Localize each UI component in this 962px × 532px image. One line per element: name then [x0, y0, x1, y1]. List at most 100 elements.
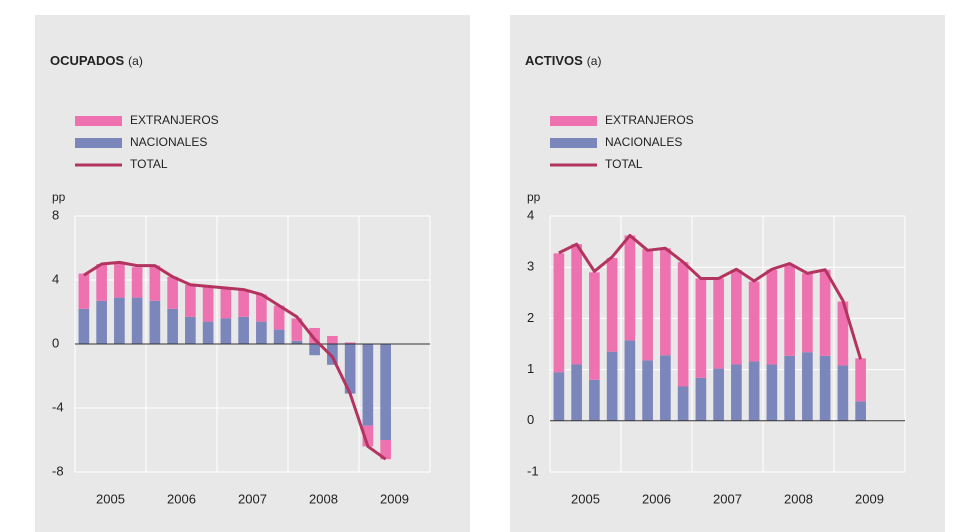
y-tick-label: -4	[52, 399, 64, 414]
y-tick-label: 0	[52, 335, 59, 350]
bar	[78, 308, 90, 344]
bar	[273, 329, 285, 344]
bar	[344, 342, 356, 344]
y-tick-label: 1	[527, 361, 534, 376]
bar	[713, 278, 724, 369]
bar	[185, 284, 196, 317]
panel	[35, 15, 470, 532]
bar	[131, 267, 143, 298]
bar	[802, 273, 813, 353]
bar	[660, 248, 671, 356]
bar	[748, 361, 760, 421]
y-tick-label: 2	[527, 310, 534, 325]
bar	[202, 321, 214, 344]
bar	[855, 358, 866, 402]
bar	[837, 301, 849, 366]
bar	[642, 249, 653, 361]
bar	[114, 262, 125, 298]
bar	[96, 300, 107, 344]
legend-label: NACIONALES	[130, 135, 207, 149]
bar	[149, 300, 161, 344]
bar	[238, 289, 249, 317]
bar	[167, 308, 178, 344]
x-tick-label: 2007	[713, 491, 742, 506]
bar	[309, 328, 320, 344]
bar	[837, 365, 849, 421]
legend-label: EXTRANJEROS	[605, 113, 694, 127]
x-tick-label: 2008	[309, 491, 338, 506]
bar	[327, 344, 338, 365]
bar	[695, 377, 707, 421]
bar	[766, 364, 778, 421]
bar	[589, 379, 600, 421]
bar	[784, 264, 795, 356]
bar	[291, 318, 303, 341]
legend-swatch	[75, 138, 122, 148]
bar	[96, 264, 107, 301]
bar	[202, 286, 214, 322]
bar	[624, 340, 636, 421]
bar	[677, 262, 689, 387]
chart-title: OCUPADOS (a)	[50, 53, 143, 68]
bar	[256, 294, 267, 322]
bar	[149, 265, 161, 301]
x-tick-label: 2005	[571, 491, 600, 506]
y-tick-label: 8	[52, 207, 59, 222]
bar	[571, 244, 582, 365]
line	[558, 233, 863, 360]
bar	[802, 352, 813, 421]
legend-label: TOTAL	[130, 157, 168, 171]
x-tick-label: 2007	[238, 491, 267, 506]
y-unit: pp	[52, 190, 66, 204]
bar	[380, 440, 391, 460]
bar	[553, 253, 565, 373]
legend-label: NACIONALES	[605, 135, 682, 149]
bar	[327, 336, 338, 344]
bar	[220, 288, 232, 319]
bar	[362, 425, 374, 447]
bar	[784, 355, 795, 421]
bar	[642, 360, 653, 421]
chart-subtitle: (a)	[128, 54, 143, 68]
bar	[766, 269, 778, 365]
bar	[606, 257, 618, 352]
legend-swatch	[75, 116, 122, 126]
x-tick-label: 2006	[642, 491, 671, 506]
chart-title: ACTIVOS (a)	[525, 53, 601, 68]
bar	[167, 276, 178, 309]
line	[83, 260, 387, 461]
y-tick-label: 4	[52, 271, 59, 286]
chart-title-main: ACTIVOS	[525, 53, 583, 68]
bar	[553, 372, 565, 421]
bar	[344, 344, 356, 394]
bar	[855, 401, 866, 421]
legend-swatch	[550, 138, 597, 148]
bar	[695, 278, 707, 378]
bar	[624, 235, 636, 341]
bar	[291, 340, 303, 344]
legend-label: TOTAL	[605, 157, 643, 171]
legend-swatch	[550, 116, 597, 126]
bar	[78, 273, 90, 309]
x-tick-label: 2009	[855, 491, 884, 506]
legend-label: EXTRANJEROS	[130, 113, 219, 127]
y-tick-label: -8	[52, 463, 64, 478]
bar	[273, 305, 285, 330]
bar	[731, 364, 742, 421]
bar	[185, 316, 196, 344]
bar	[748, 281, 760, 362]
bar	[819, 355, 831, 421]
bar	[819, 269, 831, 356]
bar	[589, 272, 600, 380]
bar	[131, 297, 143, 344]
bar	[606, 351, 618, 421]
bar	[677, 386, 689, 421]
bar	[309, 344, 320, 356]
bar	[362, 344, 374, 426]
chart-title-main: OCUPADOS	[50, 53, 124, 68]
bar	[380, 344, 391, 440]
y-tick-label: 3	[527, 259, 534, 274]
bar	[220, 318, 232, 344]
x-tick-label: 2005	[96, 491, 125, 506]
